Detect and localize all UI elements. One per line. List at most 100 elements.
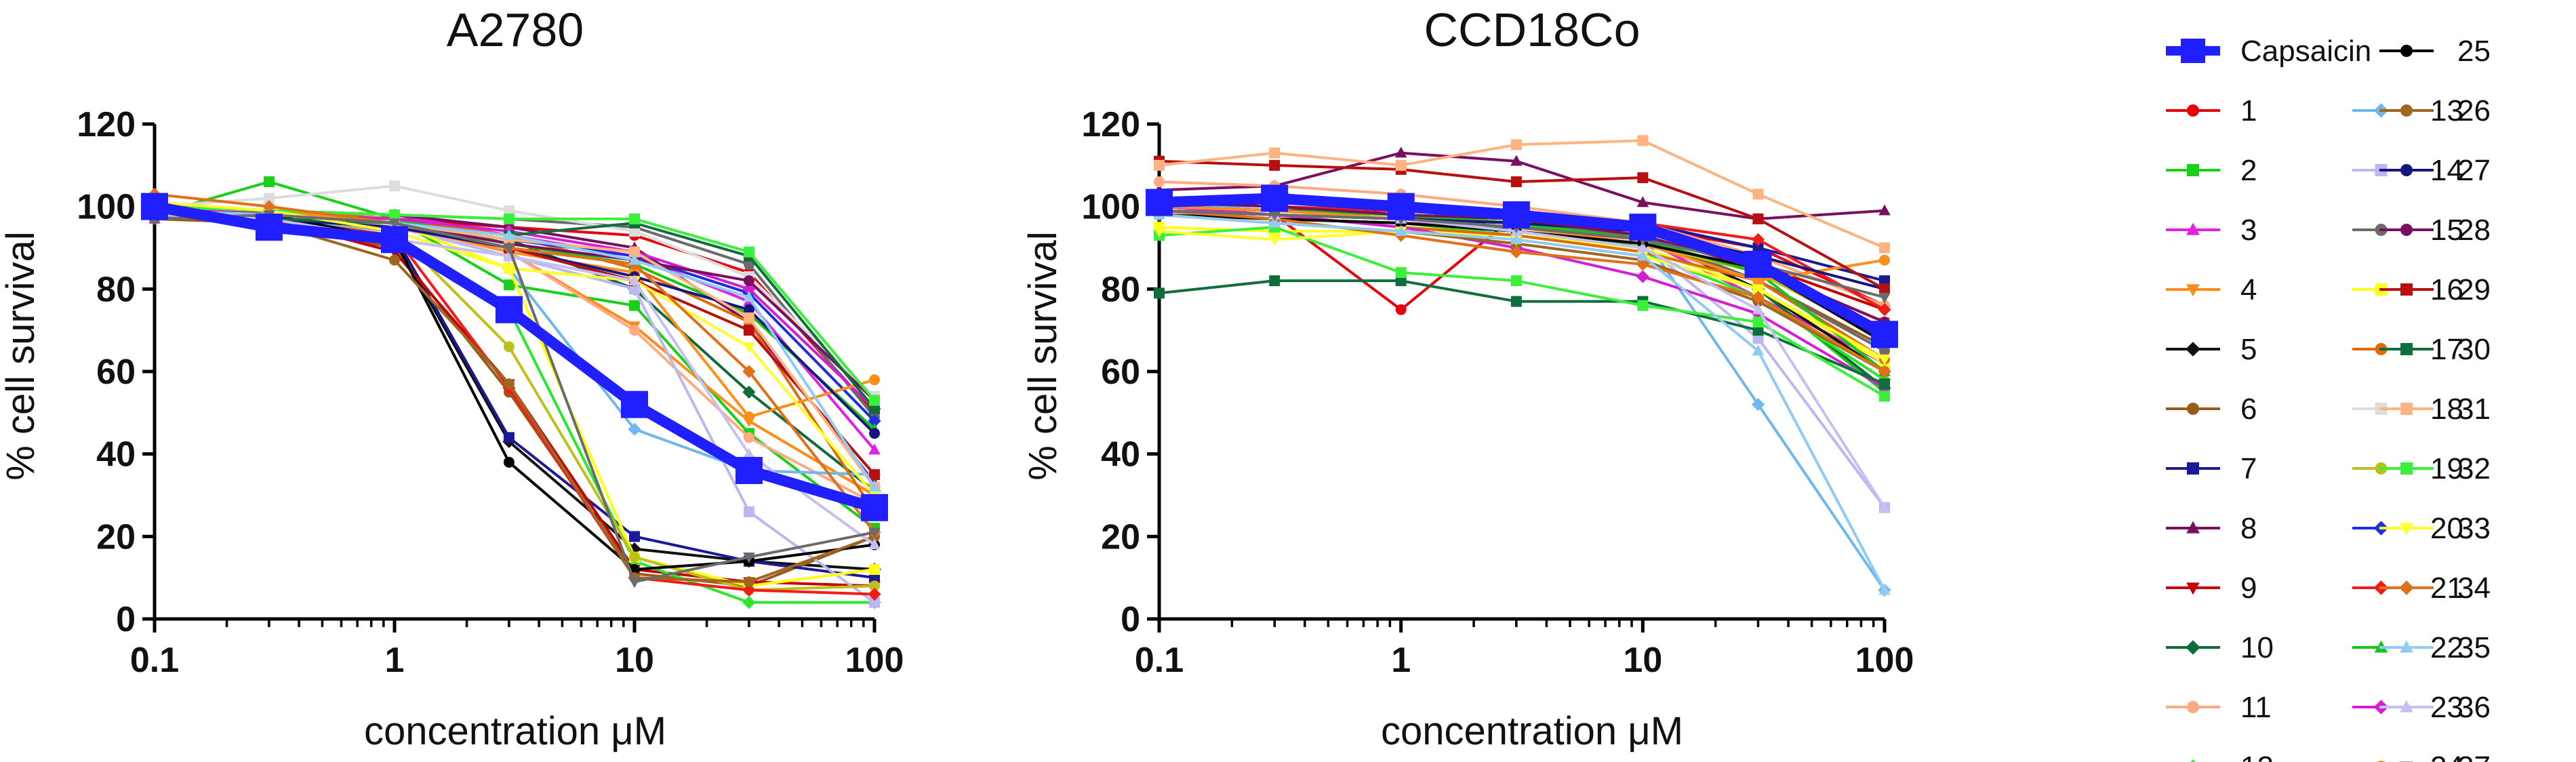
data-point bbox=[743, 275, 754, 287]
data-point bbox=[1510, 296, 1522, 307]
y-tick-label: 0 bbox=[1121, 600, 1140, 639]
legend-swatch-marker bbox=[2399, 580, 2414, 595]
data-point bbox=[1268, 210, 1281, 222]
y-tick-label: 60 bbox=[1101, 353, 1140, 392]
data-point bbox=[629, 246, 640, 258]
x-axis-label: concentration μM bbox=[364, 709, 666, 753]
legend-label: 5 bbox=[2240, 333, 2257, 366]
data-point bbox=[629, 551, 640, 563]
data-point bbox=[262, 200, 276, 214]
legend-item-12: 12 bbox=[2190, 750, 2274, 762]
data-point bbox=[742, 365, 756, 378]
legend-item-1: 1 bbox=[2166, 94, 2257, 127]
data-point bbox=[1510, 139, 1522, 151]
legend-label: 25 bbox=[2457, 35, 2491, 68]
data-point bbox=[388, 218, 401, 230]
x-tick-label: 1 bbox=[1391, 641, 1411, 680]
data-point bbox=[629, 300, 640, 311]
legend-swatch-marker bbox=[2186, 521, 2200, 534]
legend-item-9: 9 bbox=[2166, 572, 2257, 605]
data-point bbox=[381, 226, 408, 254]
series-group bbox=[1146, 135, 1898, 597]
legend-label: 31 bbox=[2457, 393, 2491, 426]
legend-label: Capsaicin bbox=[2240, 35, 2371, 68]
data-point bbox=[868, 587, 881, 601]
data-point bbox=[743, 506, 754, 517]
data-point bbox=[1879, 242, 1890, 254]
data-point bbox=[1637, 172, 1649, 184]
data-point bbox=[743, 304, 754, 315]
data-point bbox=[1636, 270, 1649, 283]
legend-item-5: 5 bbox=[2166, 333, 2257, 366]
legend-label: 9 bbox=[2240, 572, 2257, 605]
data-point bbox=[1871, 321, 1898, 348]
data-point bbox=[503, 456, 515, 468]
data-point bbox=[389, 209, 400, 220]
legend-label: 10 bbox=[2240, 631, 2274, 664]
legend-label: 3 bbox=[2240, 214, 2257, 247]
legend-label: 16 bbox=[2430, 273, 2463, 306]
data-point bbox=[1752, 325, 1764, 336]
legend-swatch-marker bbox=[2187, 104, 2199, 117]
data-point bbox=[868, 538, 881, 550]
data-point bbox=[743, 576, 754, 588]
data-point bbox=[869, 428, 880, 439]
legend-swatch-marker bbox=[2400, 283, 2413, 296]
series-capsaicin bbox=[1146, 184, 1898, 348]
data-point bbox=[503, 378, 515, 390]
legend-item-26: 26 bbox=[2379, 94, 2491, 127]
legend: Capsaicin1234567891011121314151617181920… bbox=[2166, 35, 2491, 762]
legend-swatch-marker bbox=[2186, 222, 2200, 235]
data-point bbox=[1752, 188, 1764, 200]
legend-swatch-marker bbox=[2181, 39, 2205, 63]
legend-item-22: 22 bbox=[2352, 631, 2463, 664]
legend-label: 33 bbox=[2457, 512, 2491, 545]
data-point bbox=[742, 583, 756, 597]
data-point bbox=[255, 214, 283, 241]
data-point bbox=[1879, 275, 1890, 287]
data-point bbox=[1752, 284, 1765, 296]
data-point bbox=[628, 577, 641, 588]
data-point bbox=[1395, 267, 1407, 278]
legend-label: 4 bbox=[2240, 273, 2257, 306]
legend-swatch-marker bbox=[2400, 462, 2413, 475]
legend-item-32: 32 bbox=[2379, 452, 2491, 485]
panel-a2780: A2780 0 20 40 60 80 100 120 0.1 1 10 100 concentra… bbox=[0, 3, 904, 753]
legend-swatch-marker bbox=[2400, 45, 2413, 57]
data-point bbox=[621, 390, 648, 418]
data-point bbox=[1269, 147, 1281, 159]
legend-item-7: 7 bbox=[2166, 452, 2257, 485]
y-tick-label: 120 bbox=[1081, 105, 1140, 144]
data-point bbox=[629, 213, 640, 224]
legend-item-21: 21 bbox=[2352, 572, 2463, 605]
data-point bbox=[629, 325, 640, 336]
y-axis-label: % cell survival bbox=[1021, 231, 1065, 480]
legend-swatch-marker bbox=[2187, 403, 2199, 415]
data-point bbox=[1752, 317, 1764, 327]
legend-label: 7 bbox=[2240, 452, 2257, 485]
x-tick-label: 0.1 bbox=[130, 641, 179, 680]
data-point bbox=[629, 531, 640, 542]
legend-swatch-marker bbox=[2400, 164, 2413, 176]
data-point bbox=[1878, 354, 1891, 365]
legend-label: 23 bbox=[2430, 691, 2463, 724]
legend-swatch-marker bbox=[2400, 523, 2413, 536]
legend-label: 21 bbox=[2430, 572, 2463, 605]
legend-item-6: 6 bbox=[2166, 393, 2257, 426]
y-tick-label: 80 bbox=[1101, 270, 1140, 309]
data-point bbox=[1637, 300, 1649, 311]
legend-item-3: 3 bbox=[2166, 214, 2257, 247]
data-point bbox=[1752, 213, 1764, 224]
data-point bbox=[1878, 365, 1891, 378]
data-point bbox=[1154, 176, 1165, 188]
legend-item-34: 34 bbox=[2379, 572, 2491, 605]
data-point bbox=[743, 447, 755, 459]
data-point bbox=[1269, 275, 1281, 287]
series-group bbox=[141, 176, 888, 609]
y-tick-label: 120 bbox=[77, 105, 136, 144]
data-point bbox=[743, 342, 755, 353]
data-point bbox=[1636, 249, 1649, 261]
data-point bbox=[869, 403, 880, 414]
y-tick-label: 40 bbox=[1101, 435, 1140, 475]
legend-label: 13 bbox=[2430, 94, 2463, 127]
